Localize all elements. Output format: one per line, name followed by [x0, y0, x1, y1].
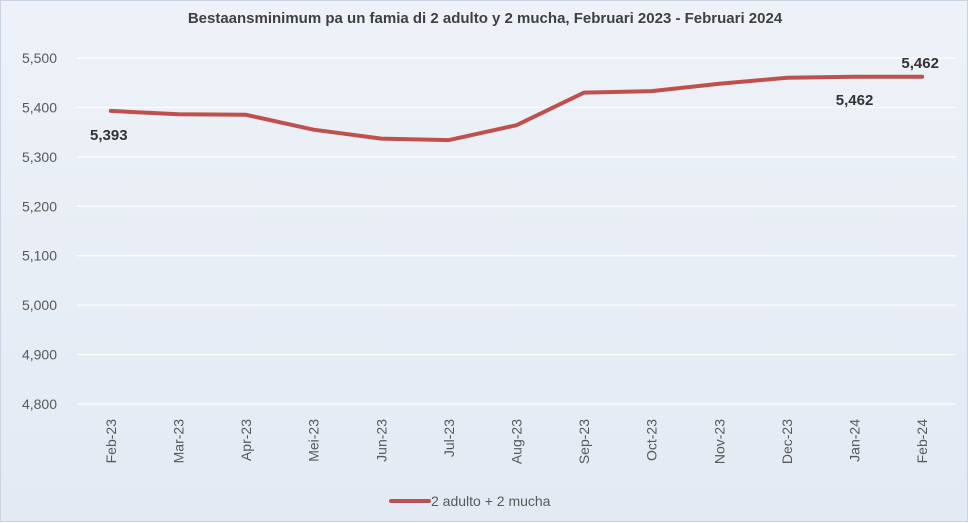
y-tick-label: 5,400 — [22, 99, 57, 115]
y-tick-label: 5,000 — [22, 297, 57, 313]
x-tick-label: Jan-24 — [847, 419, 863, 462]
legend-label: 2 adulto + 2 mucha — [431, 493, 551, 509]
x-tick-label: Sep-23 — [576, 419, 592, 464]
data-label: 5,462 — [836, 92, 874, 109]
x-tick-label: Aug-23 — [509, 419, 525, 464]
y-tick-label: 5,300 — [22, 149, 57, 165]
series-line — [111, 77, 922, 140]
data-label: 5,462 — [901, 55, 939, 72]
y-tick-label: 5,100 — [22, 248, 57, 264]
x-tick-label: Jul-23 — [441, 419, 457, 457]
y-tick-label: 5,200 — [22, 198, 57, 214]
x-tick-label: Nov-23 — [711, 419, 727, 464]
y-tick-label: 4,800 — [22, 396, 57, 412]
y-tick-label: 5,500 — [22, 50, 57, 66]
x-tick-label: Oct-23 — [644, 419, 660, 461]
x-tick-label: Mar-23 — [170, 419, 186, 464]
x-tick-label: Feb-24 — [914, 419, 930, 464]
x-tick-label: Mei-23 — [306, 419, 322, 462]
legend: 2 adulto + 2 mucha — [391, 493, 551, 509]
gridlines — [77, 58, 956, 404]
x-tick-label: Jun-23 — [373, 419, 389, 462]
x-tick-label: Feb-23 — [103, 419, 119, 464]
data-label: 5,393 — [90, 127, 128, 144]
x-tick-label: Dec-23 — [779, 419, 795, 464]
y-tick-label: 4,900 — [22, 347, 57, 363]
x-tick-label: Apr-23 — [238, 419, 254, 461]
